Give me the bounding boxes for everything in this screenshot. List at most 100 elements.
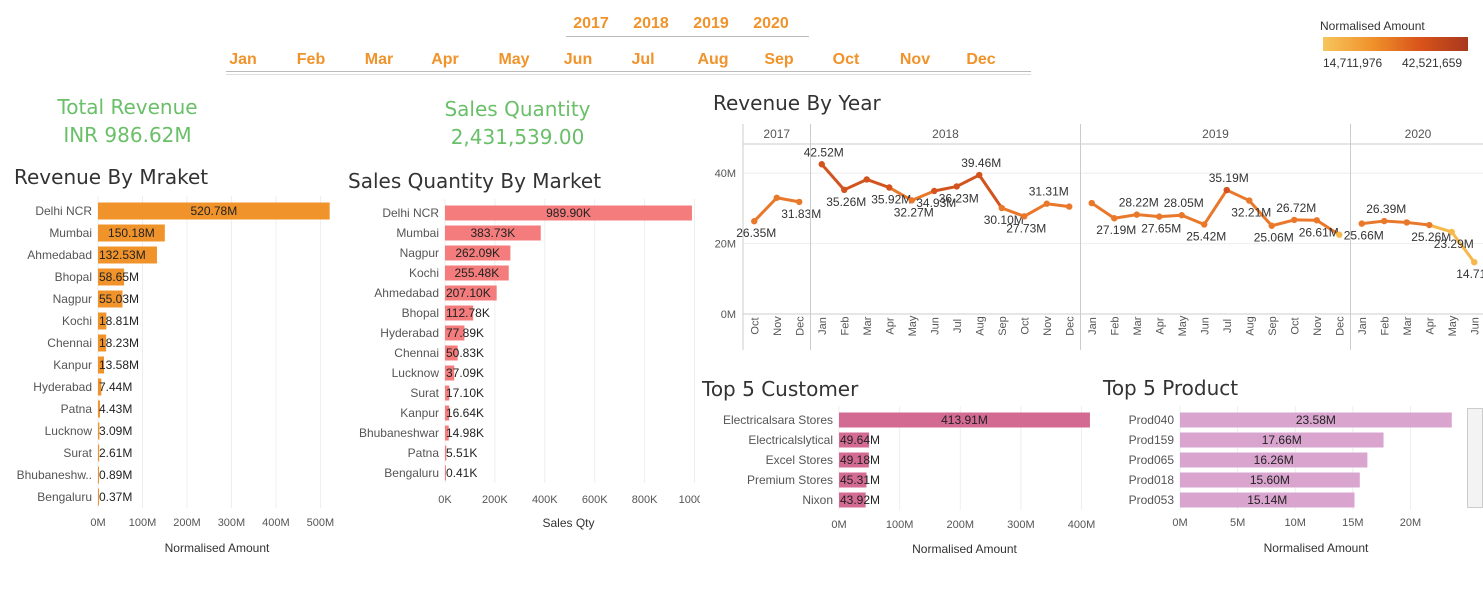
data-label: 15.14M <box>1247 493 1287 507</box>
month-filter-jun[interactable]: Jun <box>563 51 593 68</box>
total-revenue-title: Total Revenue <box>57 95 198 119</box>
data-label: 5.51K <box>446 446 477 460</box>
x-tick-label: Sep <box>1267 316 1279 336</box>
data-point <box>1201 221 1208 228</box>
data-label: 112.78K <box>446 306 490 320</box>
series-line-segment <box>1112 213 1139 220</box>
bar <box>98 466 99 484</box>
year-filter-2019[interactable]: 2019 <box>693 15 729 32</box>
bar <box>98 290 123 308</box>
data-label: 43.92M <box>840 493 880 507</box>
month-filter-nov[interactable]: Nov <box>899 51 931 68</box>
data-label: 27.19M <box>1096 223 1136 237</box>
data-point <box>773 194 780 201</box>
series-line-segment <box>1270 218 1296 228</box>
x-tick-label: May <box>1447 315 1459 336</box>
data-label: 35.26M <box>826 195 866 209</box>
data-label: 42.52M <box>804 145 844 159</box>
data-label: 26.61M <box>1299 225 1339 239</box>
category-label: Bengaluru <box>384 466 439 480</box>
series-line-segment <box>1382 219 1409 224</box>
month-filter-jan[interactable]: Jan <box>229 51 257 68</box>
top5-customer-title: Top 5 Customer <box>702 377 859 401</box>
bar <box>445 205 692 221</box>
x-tick-label: Mar <box>862 316 874 335</box>
month-filter-feb[interactable]: Feb <box>296 51 326 68</box>
month-filter-aug[interactable]: Aug <box>697 51 729 68</box>
year-filter-rule <box>566 36 809 37</box>
x-tick-label: 400M <box>262 517 290 529</box>
x-tick-label: Mar <box>1402 316 1414 335</box>
data-label: 17.10K <box>446 386 484 400</box>
x-tick-label: 400K <box>532 494 558 506</box>
data-point <box>751 218 758 225</box>
data-point <box>908 197 915 204</box>
data-point <box>796 198 803 206</box>
month-filter-jul[interactable]: Jul <box>631 51 655 68</box>
month-filter-rule <box>226 71 1031 72</box>
total-revenue-value: INR 986.62M <box>63 123 192 147</box>
month-filter-sep[interactable]: Sep <box>764 51 794 68</box>
category-label: Mumbai <box>396 226 439 240</box>
category-label: Nixon <box>802 493 833 507</box>
x-tick-label: Jan <box>817 317 829 335</box>
x-tick-label: Dec <box>794 316 806 336</box>
month-filter-oct[interactable]: Oct <box>832 51 860 68</box>
year-filter-2017[interactable]: 2017 <box>573 15 609 32</box>
category-label: Hyderabad <box>33 380 92 394</box>
data-label: 0.41K <box>446 466 477 480</box>
revenue-by-market-chart: 0M 100M 200M 300M 400M 500M Delhi NCR 520.78M Mu… <box>17 196 334 555</box>
data-point <box>1088 199 1095 207</box>
data-label: 132.53M <box>99 248 146 262</box>
bar <box>98 444 100 462</box>
category-label: Hyderabad <box>380 326 439 340</box>
x-tick-label: Aug <box>1244 316 1256 336</box>
category-label: Electricalsara Stores <box>723 413 833 427</box>
data-label: 520.78M <box>190 204 237 218</box>
bar <box>445 285 497 301</box>
data-label: 26.39M <box>1366 202 1406 216</box>
data-label: 49.64M <box>840 433 880 447</box>
series-line-segment <box>977 173 1004 210</box>
data-label: 55.03M <box>99 292 139 306</box>
series-line-segment <box>1000 206 1026 218</box>
category-label: Prod065 <box>1129 453 1175 467</box>
data-point <box>1156 213 1163 220</box>
year-header: 2018 <box>932 127 959 141</box>
x-tick-label: Aug <box>974 316 986 336</box>
sales-qty-by-market-chart: 0K 200K 400K 600K 800K 1000K Delhi NCR 989.90K M… <box>359 199 700 530</box>
data-label: 7.44M <box>99 380 132 394</box>
data-label: 25.66M <box>1344 229 1384 243</box>
top5-product-chart: 0M 5M 10M 15M 20M Prod040 23.58M Prod159 17.66M P… <box>1129 406 1452 555</box>
x-tick-label: May <box>1177 315 1189 336</box>
month-filter-dec[interactable]: Dec <box>966 51 996 68</box>
x-tick-label: Feb <box>839 317 851 336</box>
data-point <box>1403 219 1410 226</box>
data-label: 15.60M <box>1250 473 1290 487</box>
bar <box>445 245 511 261</box>
data-label: 32.27M <box>894 205 934 219</box>
y-tick-label: 40M <box>715 168 736 180</box>
legend-gradient-bar <box>1323 37 1468 51</box>
bar <box>445 425 449 441</box>
year-filter-2020[interactable]: 2020 <box>753 15 789 32</box>
category-label: Bhubaneshwar <box>359 426 439 440</box>
x-axis-title: Normalised Amount <box>912 542 1017 556</box>
data-point <box>1313 217 1320 224</box>
x-tick-label: Apr <box>1154 317 1166 334</box>
sales-qty-by-market-title: Sales Quantity By Market <box>348 169 602 193</box>
bar <box>445 225 541 241</box>
month-filter-apr[interactable]: Apr <box>431 51 459 68</box>
y-tick-label: 0M <box>721 309 736 321</box>
revenue-by-market-title: Revenue By Mraket <box>14 165 209 189</box>
bar <box>445 325 465 341</box>
product-scrollbar[interactable] <box>1467 408 1483 508</box>
sales-quantity-value: 2,431,539.00 <box>450 125 585 149</box>
month-filter-may[interactable]: May <box>498 51 530 68</box>
x-tick-label: 800K <box>632 494 658 506</box>
month-filter-mar[interactable]: Mar <box>364 51 394 68</box>
bar <box>445 465 446 481</box>
x-tick-label: 1000K <box>679 494 700 506</box>
year-filter-2018[interactable]: 2018 <box>633 15 669 32</box>
bar <box>839 452 869 468</box>
